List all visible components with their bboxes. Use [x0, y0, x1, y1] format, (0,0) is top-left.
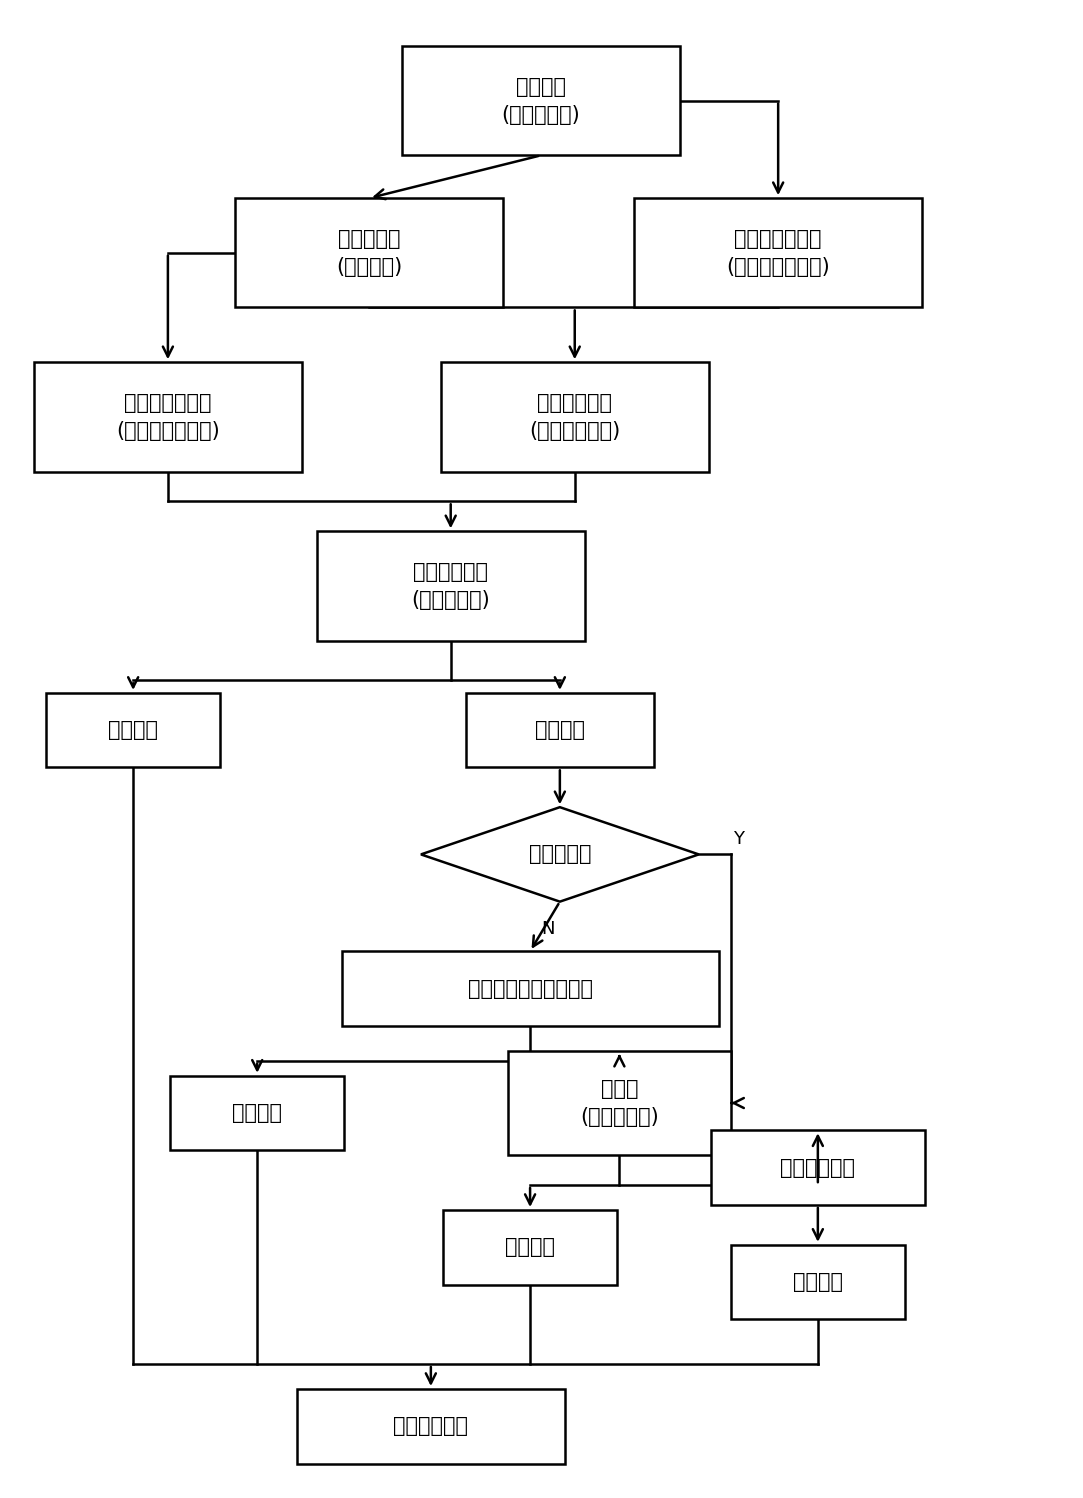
Bar [508, 1050, 731, 1155]
Text: 单一线元: 单一线元 [108, 721, 158, 740]
Text: 单一线元: 单一线元 [505, 1237, 556, 1257]
Text: 单一线元: 单一线元 [232, 1103, 283, 1124]
Bar [466, 692, 654, 767]
Text: Y: Y [733, 830, 744, 848]
Text: 人机交互判定: 人机交互判定 [781, 1158, 856, 1177]
Text: 单一线元: 单一线元 [793, 1272, 843, 1291]
Bar [443, 1210, 617, 1284]
Text: 几何分割点提取
(几何分割点序列): 几何分割点提取 (几何分割点序列) [116, 392, 220, 440]
Bar [170, 1076, 344, 1150]
Bar [316, 532, 585, 641]
Bar [297, 1389, 565, 1464]
Bar [34, 363, 302, 472]
Bar [635, 198, 922, 307]
Bar [441, 363, 708, 472]
Text: N: N [542, 920, 554, 938]
Text: 一次映射处理
(速度折点序列): 一次映射处理 (速度折点序列) [530, 392, 621, 440]
Bar [731, 1245, 904, 1320]
Text: 二次映射处理
(前期分割点): 二次映射处理 (前期分割点) [412, 562, 491, 610]
Bar [402, 46, 680, 156]
Text: 为凸笔划？: 为凸笔划？ [529, 845, 591, 864]
Text: 基于折点的凹笔划分割: 基于折点的凹笔划分割 [468, 978, 592, 999]
Text: 折线化逆近
(折点序列): 折线化逆近 (折点序列) [336, 229, 403, 277]
Text: 复合线元: 复合线元 [535, 721, 585, 740]
Polygon shape [421, 807, 699, 902]
Bar [235, 198, 504, 307]
Bar [47, 692, 220, 767]
Text: 速度分割点提取
(速度分割点序列): 速度分割点提取 (速度分割点序列) [727, 229, 830, 277]
Text: 凸笔划
(凸笔划分割): 凸笔划 (凸笔划分割) [580, 1079, 658, 1126]
Text: 单一线元合并: 单一线元合并 [393, 1416, 468, 1437]
Bar [712, 1131, 925, 1204]
Text: 笔划输入
(采样点序列): 笔划输入 (采样点序列) [501, 76, 580, 124]
Bar [341, 951, 719, 1026]
